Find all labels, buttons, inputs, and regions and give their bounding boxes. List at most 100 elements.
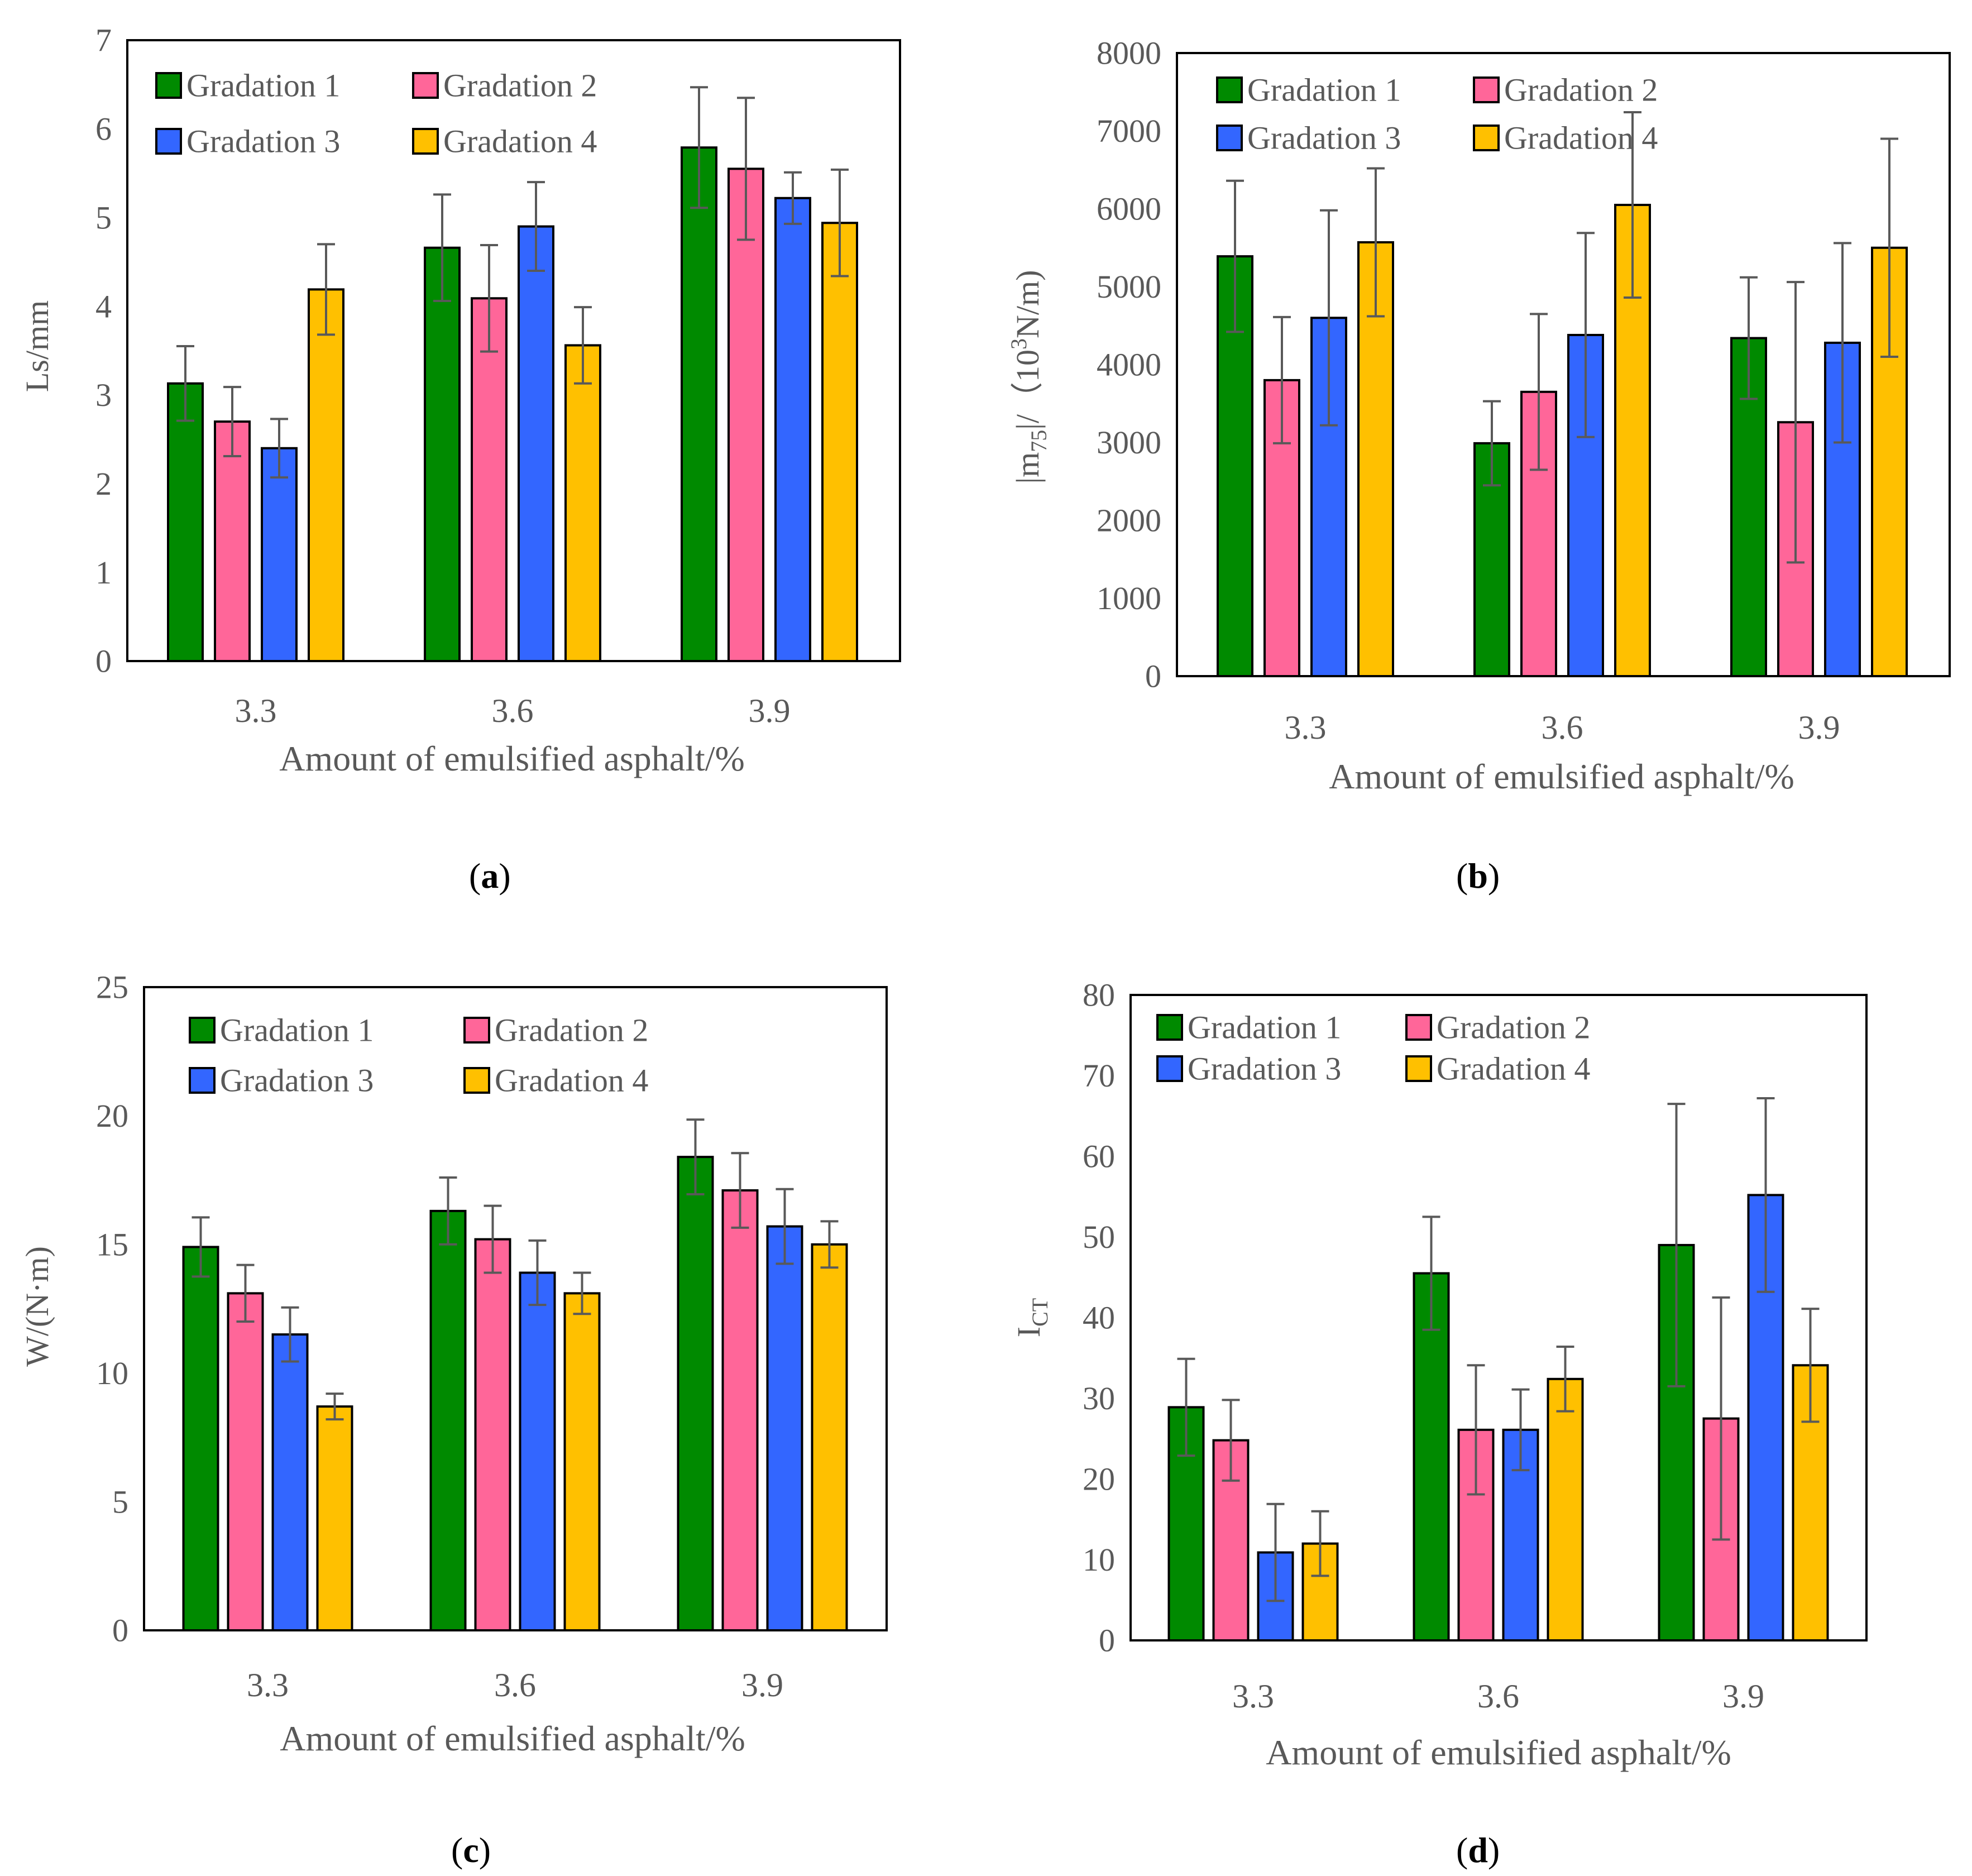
panel-d-x-tick-label: 3.6 [1477, 1678, 1519, 1715]
panel-d-error-bar-gradation-1-3.3 [1177, 1357, 1195, 1457]
panel-d-x-tick-label: 3.3 [1232, 1678, 1274, 1715]
panel-b-y-tick-label: 3000 [1097, 424, 1161, 461]
panel-c-bar-gradation-2-3.3 [227, 1292, 264, 1632]
panel-a-bar-gradation-1-3.9 [681, 146, 717, 662]
panel-b-y-tick-label: 2000 [1097, 502, 1161, 539]
panel-c-bar-gradation-2-3.6 [474, 1238, 511, 1631]
panel-a-bar-gradation-4-3.6 [564, 344, 601, 662]
panel-d-legend-item-gradation-1: Gradation 1 [1156, 1009, 1341, 1046]
legend-label: Gradation 4 [1504, 120, 1658, 156]
legend-label: Gradation 4 [443, 123, 597, 160]
panel-c-bar-gradation-3-3.9 [766, 1225, 803, 1631]
panel-a-error-bar-gradation-2-3.3 [223, 386, 241, 458]
panel-d-y-tick-label: 80 [1083, 977, 1115, 1013]
panel-a-error-bar-gradation-1-3.3 [176, 345, 194, 422]
panel-c-error-bar-gradation-1-3.3 [192, 1216, 210, 1278]
panel-a-legend-item-gradation-3: Gradation 3 [155, 123, 340, 160]
panel-d-error-bar-gradation-1-3.9 [1667, 1103, 1686, 1387]
panel-d-y-tick-label: 40 [1083, 1300, 1115, 1336]
panel-b-legend: Gradation 1 Gradation 2 Gradation 3 Gradati… [1216, 72, 1658, 156]
panel-a-error-bar-gradation-2-3.6 [480, 243, 498, 353]
legend-label: Gradation 1 [1188, 1009, 1341, 1046]
panel-c-error-bar-gradation-4-3.3 [326, 1392, 344, 1421]
panel-c-error-bar-gradation-1-3.6 [439, 1176, 457, 1246]
panel-c-y-tick-label: 5 [112, 1483, 128, 1520]
panel-d-bar-gradation-1-3.6 [1413, 1272, 1450, 1642]
panel-c-error-bar-gradation-2-3.6 [484, 1204, 502, 1274]
legend-label: Gradation 3 [220, 1063, 374, 1099]
panel-d-y-tick-label: 60 [1083, 1138, 1115, 1175]
panel-d-error-bar-gradation-1-3.6 [1422, 1215, 1440, 1331]
panel-b-y-tick-label: 1000 [1097, 580, 1161, 616]
legend-swatch [463, 1067, 490, 1094]
panel-c-legend-item-gradation-1: Gradation 1 [189, 1012, 374, 1049]
panel-d-error-bar-gradation-3-3.9 [1756, 1097, 1775, 1293]
legend-label: Gradation 1 [220, 1012, 374, 1049]
panel-a-bar-gradation-1-3.6 [424, 246, 461, 662]
panel-a-error-bar-gradation-4-3.9 [831, 168, 849, 277]
legend-swatch [1405, 1014, 1432, 1041]
panel-a-error-bar-gradation-3-3.3 [270, 418, 288, 479]
panel-c-error-bar-gradation-4-3.6 [573, 1271, 591, 1315]
panel-a-error-bar-gradation-1-3.9 [690, 86, 708, 209]
panel-b-y-tick-label: 0 [1145, 658, 1161, 695]
panel-d-error-bar-gradation-2-3.9 [1712, 1296, 1730, 1541]
panel-c-x-tick-label: 3.9 [741, 1667, 783, 1703]
panel-d-x-tick-label: 3.9 [1722, 1678, 1764, 1715]
panel-d-y-tick-label: 30 [1083, 1380, 1115, 1416]
panel-a-x-axis-title: Amount of emulsified asphalt/% [279, 739, 745, 778]
legend-label: Gradation 2 [1437, 1009, 1590, 1046]
panel-b-error-bar-gradation-4-3.3 [1367, 167, 1385, 318]
panel-c-plot-frame [143, 986, 888, 1631]
panel-b-error-bar-gradation-1-3.3 [1226, 179, 1244, 333]
panel-a-y-tick-label: 0 [95, 643, 112, 679]
panel-b-y-tick-label: 8000 [1097, 35, 1161, 71]
panel-d-error-bar-gradation-2-3.3 [1222, 1399, 1240, 1482]
panel-c-y-tick-label: 10 [96, 1355, 128, 1391]
panel-c-bar-gradation-4-3.9 [811, 1243, 848, 1632]
panel-b-error-bar-gradation-1-3.6 [1483, 400, 1501, 487]
panel-c-bar-gradation-4-3.3 [316, 1405, 353, 1631]
panel-a-error-bar-gradation-2-3.9 [737, 97, 755, 241]
panel-c-bar-gradation-3-3.6 [519, 1271, 556, 1632]
panel-d-legend-item-gradation-4: Gradation 4 [1405, 1051, 1590, 1087]
panel-c-legend: Gradation 1 Gradation 2 Gradation 3 Gradati… [189, 1012, 648, 1099]
legend-label: Gradation 4 [1437, 1051, 1590, 1087]
legend-swatch [1156, 1055, 1183, 1082]
panel-d-plot-frame [1129, 994, 1868, 1642]
legend-swatch [1405, 1055, 1432, 1082]
panel-b-plot-frame [1176, 52, 1951, 677]
legend-swatch [155, 128, 182, 155]
panel-a-y-axis-title: Ls/mm [19, 300, 55, 392]
panel-a-y-tick-label: 7 [95, 22, 112, 59]
panel-b-legend-item-gradation-1: Gradation 1 [1216, 72, 1401, 108]
panel-b-x-tick-label: 3.3 [1285, 709, 1327, 746]
panel-a-error-bar-gradation-3-3.6 [527, 181, 545, 272]
panel-b-y-axis-title: |m75|/（103N/m) [1006, 270, 1051, 484]
panel-d-error-bar-gradation-4-3.3 [1311, 1510, 1329, 1577]
panel-d-error-bar-gradation-4-3.6 [1556, 1346, 1574, 1413]
panel-b-legend-item-gradation-4: Gradation 4 [1473, 120, 1658, 156]
panel-c-error-bar-gradation-2-3.3 [236, 1264, 255, 1323]
panel-c-bar-gradation-3-3.3 [271, 1333, 309, 1632]
panel-b: 0 1000 2000 3000 4000 5000 6000 7000 8000 3.3 3.6 3… [1006, 35, 1951, 896]
legend-label: Gradation 2 [1504, 72, 1658, 108]
legend-label: Gradation 3 [1188, 1051, 1341, 1087]
panel-a-y-tick-label: 1 [95, 554, 112, 591]
panel-c-legend-item-gradation-3: Gradation 3 [189, 1063, 374, 1099]
legend-label: Gradation 4 [495, 1063, 648, 1099]
panel-b-error-bar-gradation-3-3.6 [1577, 232, 1595, 438]
panel-a-bar-gradation-4-3.9 [821, 222, 858, 662]
panel-d-bar-gradation-4-3.6 [1547, 1377, 1584, 1642]
legend-swatch [412, 128, 439, 155]
panel-a-y-tick-label: 4 [95, 288, 112, 324]
panel-d-legend-item-gradation-2: Gradation 2 [1405, 1009, 1590, 1046]
panel-a-y-tick-label: 2 [95, 466, 112, 502]
panel-c-bar-gradation-1-3.3 [182, 1246, 219, 1631]
panel-c-y-tick-label: 25 [96, 969, 128, 1006]
panel-a-error-bar-gradation-3-3.9 [784, 171, 802, 225]
legend-swatch [189, 1017, 216, 1044]
